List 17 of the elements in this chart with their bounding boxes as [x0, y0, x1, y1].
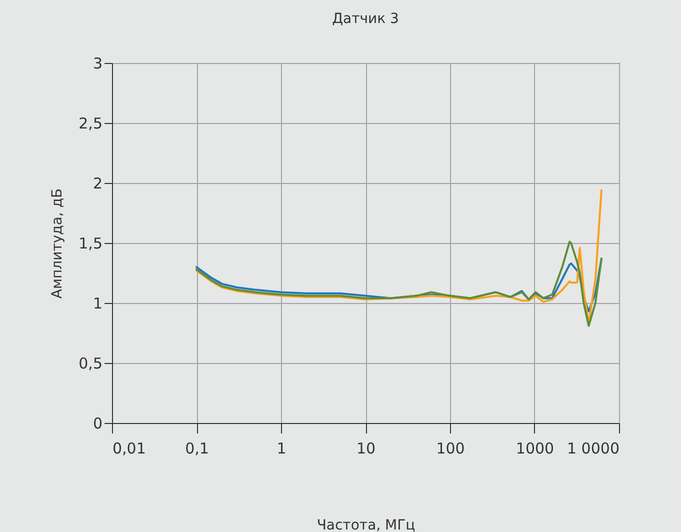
y-tick-label: 0,5 [78, 354, 102, 372]
chart-title: Датчик 3 [332, 11, 399, 27]
x-tick-label: 1000 [516, 440, 554, 458]
y-tick-label: 2,5 [78, 114, 102, 132]
x-tick-label: 1 [276, 440, 286, 458]
y-tick-label: 1 [92, 294, 102, 312]
y-tick-label: 3 [92, 54, 102, 72]
y-tick-label: 0 [92, 414, 102, 432]
x-tick-label: 100 [436, 440, 465, 458]
x-tick-label: 1 0000 [567, 440, 620, 458]
x-tick-label: 0,1 [185, 440, 209, 458]
y-axis-title: Амплитуда, дБ [50, 188, 66, 299]
y-tick-label: 2 [92, 174, 102, 192]
x-tick-label: 10 [356, 440, 376, 458]
y-tick-label: 1,5 [78, 234, 102, 252]
x-axis-title: Частота, МГц [316, 518, 416, 532]
x-tick-label: 0,01 [112, 440, 146, 458]
